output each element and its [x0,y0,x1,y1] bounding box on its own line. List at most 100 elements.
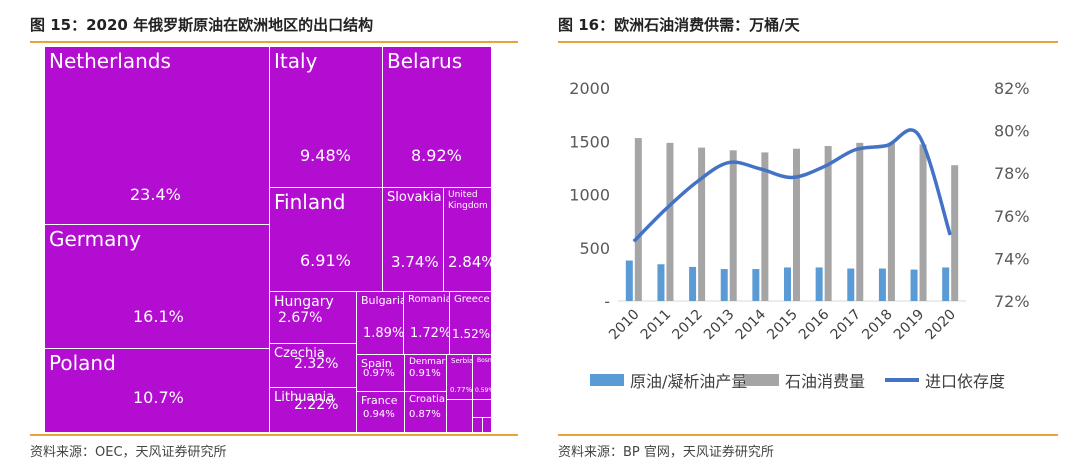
export-treemap: Netherlands 23.4% Germany 16.1% Poland 10.7% I… [45,47,492,433]
tile-country-label: Czechia [274,346,325,361]
consumption-bar [793,148,800,301]
treemap-tile-hungary: Hungary 2.67% [270,292,357,344]
tile-country-label: Spain [361,357,392,370]
tile-country-label: Bulgaria [361,294,404,307]
consumption-bar [824,146,832,301]
right-figure-title: 图 16：欧洲石油消费供需：万桶/天 [558,16,800,34]
right-source-rule [558,434,1058,436]
tile-share-label: 1.72% [410,326,450,341]
tile-country-label: Bosnia [477,357,492,364]
treemap-tile-bulgaria: Bulgaria 1.89% [357,292,404,355]
tile-country-label: Hungary [274,294,334,310]
treemap-tile-france: France 0.94% [357,392,405,433]
tile-share-label: 0.91% [409,368,441,379]
tile-share-label: 3.74% [391,253,439,271]
legend-swatch [745,374,779,386]
legend-swatch [590,374,624,386]
x-axis-tick-label: 2013 [701,307,738,344]
tile-share-label: 1.89% [363,326,404,341]
tile-share-label: 9.48% [300,146,351,165]
treemap-tile-poland: Poland 10.7% [45,349,270,433]
supply-demand-chart: 200015001000500-82%80%78%76%74%72%201020… [569,79,1030,391]
tile-country-label: Slovakia [387,190,442,205]
tile-country-label: United Kingdom [448,190,488,211]
production-bar [720,269,728,301]
import-dependency-line [632,128,952,243]
consumption-bar [634,138,642,301]
treemap-tile-belarus: Belarus 8.92% [383,47,492,188]
x-axis-tick-label: 2019 [891,307,928,344]
left-figure-panel: 图 15：2020 年俄罗斯原油在欧洲地区的出口结构 Netherlands 23… [30,16,518,460]
tile-country-label: Italy [274,49,318,73]
tile-share-label: 0.77% [450,386,473,394]
x-axis-tick-label: 2010 [606,307,643,344]
x-axis-tick-label: 2014 [733,306,770,343]
left-source-note: 资料来源：OEC，天风证券研究所 [30,445,227,460]
legend-entry-label: 进口依存度 [925,372,1005,391]
left-axis-tick-label: 1000 [569,186,610,205]
tile-share-label: 2.22% [294,397,339,413]
x-axis-tick-label: 2016 [796,306,833,343]
right-figure-panel: 图 16：欧洲石油消费供需：万桶/天 2000 1500 1000 500 - 82% 80… [550,0,1080,469]
treemap-tile-czechia: Czechia 2.32% [270,344,357,388]
tile-country-label: Finland [274,190,346,214]
tile-share-label: 0.59% [475,387,491,394]
tile-country-label: Poland [49,351,116,375]
production-bar [910,269,918,301]
right-title-rule [558,41,1058,43]
treemap-tile-romania: Romania 1.72% [404,292,450,355]
right-axis-tick-label: 82% [994,79,1030,98]
tile-share-label: 0.87% [409,409,441,420]
treemap-tile-minor [483,418,492,433]
right-axis-tick-label: 76% [994,207,1030,226]
tile-country-label: Denmark [409,357,447,367]
treemap-tile-spain: Spain 0.97% [357,355,405,392]
left-axis-tick-label: - [604,292,610,311]
treemap-tile-germany: Germany 16.1% [45,225,270,349]
treemap-tile-croatia: Croatia 0.87% [405,392,447,433]
right-axis-tick-label: 74% [994,249,1030,268]
right-axis-tick-label: 72% [994,292,1030,311]
tile-share-label: 8.92% [411,146,462,165]
right-source-note: 资料来源：BP 官网，天风证券研究所 [558,445,774,460]
production-bar [784,267,791,301]
left-axis-tick-label: 500 [579,239,610,258]
treemap-tile-slovakia: Slovakia 3.74% [383,188,444,292]
production-bar [752,269,760,301]
tile-share-label: 23.4% [130,185,181,204]
treemap-tile-greece: Greece 1.52% [450,292,492,355]
left-source-rule [30,434,518,436]
treemap-tile-serbia: Serbia 0.77% [447,355,473,400]
tile-country-label: Serbia [451,357,473,365]
left-title-rule [30,41,518,43]
tile-share-label: 6.91% [300,251,351,270]
tile-share-label: 1.52% [452,327,491,341]
tile-country-label: Lithuania [274,390,335,405]
legend-entry-label: 原油/凝析油产量 [630,372,747,391]
tile-country-label: Romania [408,294,450,305]
consumption-bar [666,142,674,301]
treemap-tile-netherlands: Netherlands 23.4% [45,47,270,225]
treemap-tile-minor [447,400,473,433]
tile-country-label: Netherlands [49,49,171,73]
tile-share-label: 0.97% [363,368,395,379]
tile-share-label: 10.7% [133,388,184,407]
x-axis-tick-label: 2018 [859,307,896,344]
tile-country-label: Greece [454,294,490,305]
consumption-bar [698,147,706,301]
x-axis-tick-label: 2017 [828,307,865,344]
production-bar [689,266,697,301]
production-bar [657,264,665,301]
treemap-tile-lithuania: Lithuania 2.22% [270,388,357,433]
tile-share-label: 2.32% [294,356,339,372]
tile-share-label: 0.94% [363,409,395,420]
left-axis-tick-label: 2000 [569,79,610,98]
consumption-bar [729,150,737,301]
treemap-tile-minor [473,400,492,418]
tile-share-label: 2.84% [448,253,492,271]
left-figure-title: 图 15：2020 年俄罗斯原油在欧洲地区的出口结构 [30,16,374,34]
x-axis-tick-label: 2011 [638,307,675,344]
tile-country-label: Belarus [387,49,463,73]
tile-country-label: France [361,394,398,407]
right-axis-tick-label: 78% [994,164,1030,183]
